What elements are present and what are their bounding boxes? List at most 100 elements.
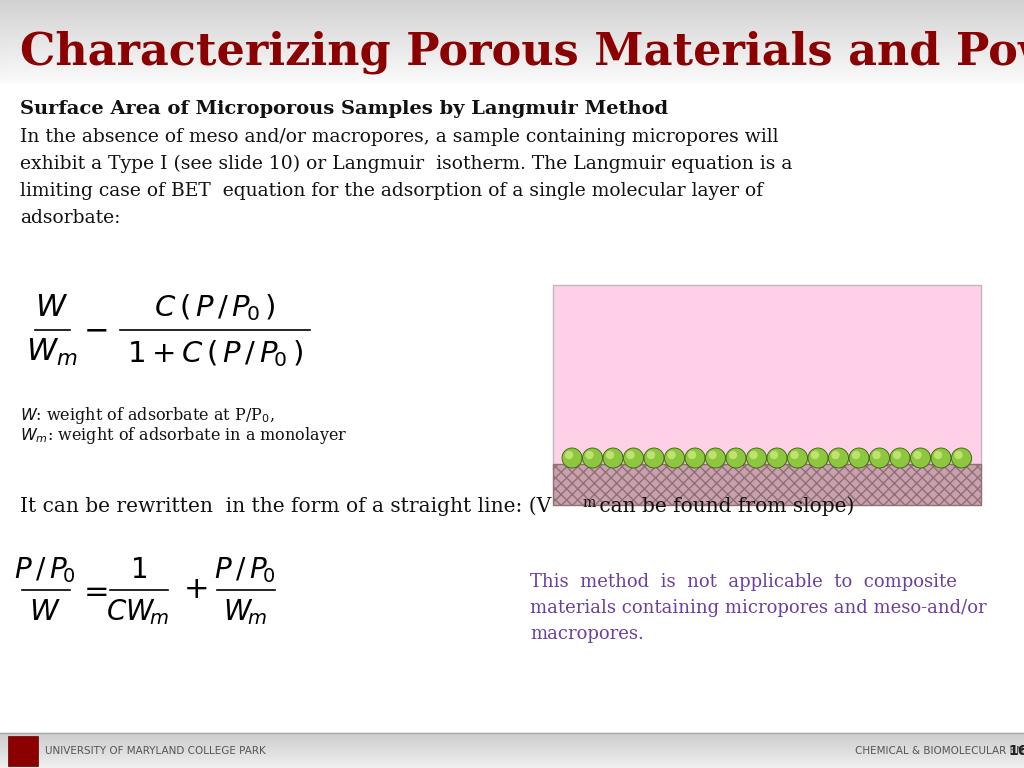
- Bar: [0, 738, 1024, 739]
- Bar: [0, 30, 1024, 31]
- Circle shape: [709, 451, 717, 459]
- Bar: [0, 739, 1024, 740]
- Bar: [0, 31, 1024, 32]
- Circle shape: [808, 448, 828, 468]
- Bar: [0, 752, 1024, 753]
- Circle shape: [869, 448, 890, 468]
- Circle shape: [750, 451, 758, 459]
- Bar: [0, 12, 1024, 13]
- Circle shape: [563, 449, 583, 469]
- Bar: [0, 54, 1024, 55]
- Circle shape: [562, 448, 582, 468]
- Circle shape: [934, 451, 942, 459]
- Text: m: m: [582, 496, 595, 510]
- Circle shape: [911, 449, 932, 469]
- Circle shape: [685, 448, 705, 468]
- Bar: [0, 45, 1024, 46]
- Circle shape: [624, 448, 643, 468]
- Bar: [0, 22, 1024, 23]
- Bar: [0, 9, 1024, 10]
- Bar: [0, 48, 1024, 49]
- Bar: [0, 758, 1024, 759]
- Circle shape: [707, 449, 726, 469]
- Bar: [0, 33, 1024, 34]
- Bar: [0, 8, 1024, 9]
- Text: UNIVERSITY OF MARYLAND COLLEGE PARK: UNIVERSITY OF MARYLAND COLLEGE PARK: [45, 746, 266, 756]
- Circle shape: [727, 449, 746, 469]
- Bar: [0, 29, 1024, 30]
- Text: adsorbate:: adsorbate:: [20, 209, 121, 227]
- Circle shape: [811, 451, 819, 459]
- Bar: [0, 44, 1024, 45]
- Text: can be found from slope): can be found from slope): [593, 496, 854, 515]
- Circle shape: [706, 448, 725, 468]
- Bar: [0, 757, 1024, 758]
- Bar: [0, 744, 1024, 745]
- Bar: [0, 4, 1024, 5]
- Bar: [0, 23, 1024, 24]
- Bar: [0, 46, 1024, 47]
- Bar: [0, 741, 1024, 742]
- Bar: [0, 80, 1024, 81]
- Text: $P\,/\,P_{\!0}$: $P\,/\,P_{\!0}$: [214, 555, 275, 585]
- Bar: [0, 733, 1024, 734]
- Circle shape: [791, 451, 799, 459]
- Bar: [0, 27, 1024, 28]
- Text: It can be rewritten  in the form of a straight line: (V: It can be rewritten in the form of a str…: [20, 496, 551, 515]
- Bar: [0, 756, 1024, 757]
- Bar: [553, 285, 981, 470]
- Bar: [0, 749, 1024, 750]
- Bar: [0, 77, 1024, 78]
- Bar: [0, 67, 1024, 68]
- Bar: [0, 40, 1024, 41]
- Bar: [0, 25, 1024, 26]
- Circle shape: [850, 449, 870, 469]
- Circle shape: [891, 449, 911, 469]
- Circle shape: [603, 448, 623, 468]
- Bar: [0, 59, 1024, 60]
- Bar: [0, 38, 1024, 39]
- Text: $+$: $+$: [183, 574, 207, 605]
- Circle shape: [831, 451, 840, 459]
- Circle shape: [604, 449, 624, 469]
- Circle shape: [849, 448, 869, 468]
- Bar: [8, 736, 38, 766]
- Text: $-$: $-$: [83, 315, 108, 346]
- Circle shape: [787, 448, 808, 468]
- Bar: [0, 765, 1024, 766]
- Circle shape: [726, 448, 746, 468]
- Bar: [0, 767, 1024, 768]
- Bar: [0, 52, 1024, 53]
- Bar: [0, 11, 1024, 12]
- Circle shape: [606, 451, 614, 459]
- Text: $W$: $W$: [29, 598, 60, 626]
- Circle shape: [768, 449, 788, 469]
- Text: $W_m$: weight of adsorbate in a monolayer: $W_m$: weight of adsorbate in a monolaye…: [20, 425, 347, 446]
- Circle shape: [932, 449, 952, 469]
- Bar: [0, 28, 1024, 29]
- Circle shape: [647, 451, 655, 459]
- Text: CHEMICAL & BIOMOLECULAR ENGINEERING: CHEMICAL & BIOMOLECULAR ENGINEERING: [855, 746, 1024, 756]
- Bar: [0, 42, 1024, 43]
- Bar: [0, 766, 1024, 767]
- Bar: [0, 755, 1024, 756]
- Circle shape: [890, 448, 910, 468]
- Circle shape: [931, 448, 951, 468]
- Circle shape: [746, 448, 767, 468]
- Bar: [0, 761, 1024, 762]
- Bar: [0, 764, 1024, 765]
- Bar: [0, 81, 1024, 82]
- Circle shape: [951, 448, 972, 468]
- Text: $1 + C\,\left(\,P\,/\,P_{\!0}\,\right)$: $1 + C\,\left(\,P\,/\,P_{\!0}\,\right)$: [127, 339, 303, 369]
- Bar: [0, 34, 1024, 35]
- Bar: [553, 464, 981, 505]
- Circle shape: [767, 448, 787, 468]
- Text: Surface Area of Microporous Samples by Langmuir Method: Surface Area of Microporous Samples by L…: [20, 100, 668, 118]
- Bar: [0, 39, 1024, 40]
- Bar: [0, 36, 1024, 37]
- Bar: [0, 20, 1024, 21]
- Circle shape: [952, 449, 973, 469]
- Circle shape: [688, 451, 696, 459]
- Bar: [0, 18, 1024, 19]
- Bar: [0, 17, 1024, 18]
